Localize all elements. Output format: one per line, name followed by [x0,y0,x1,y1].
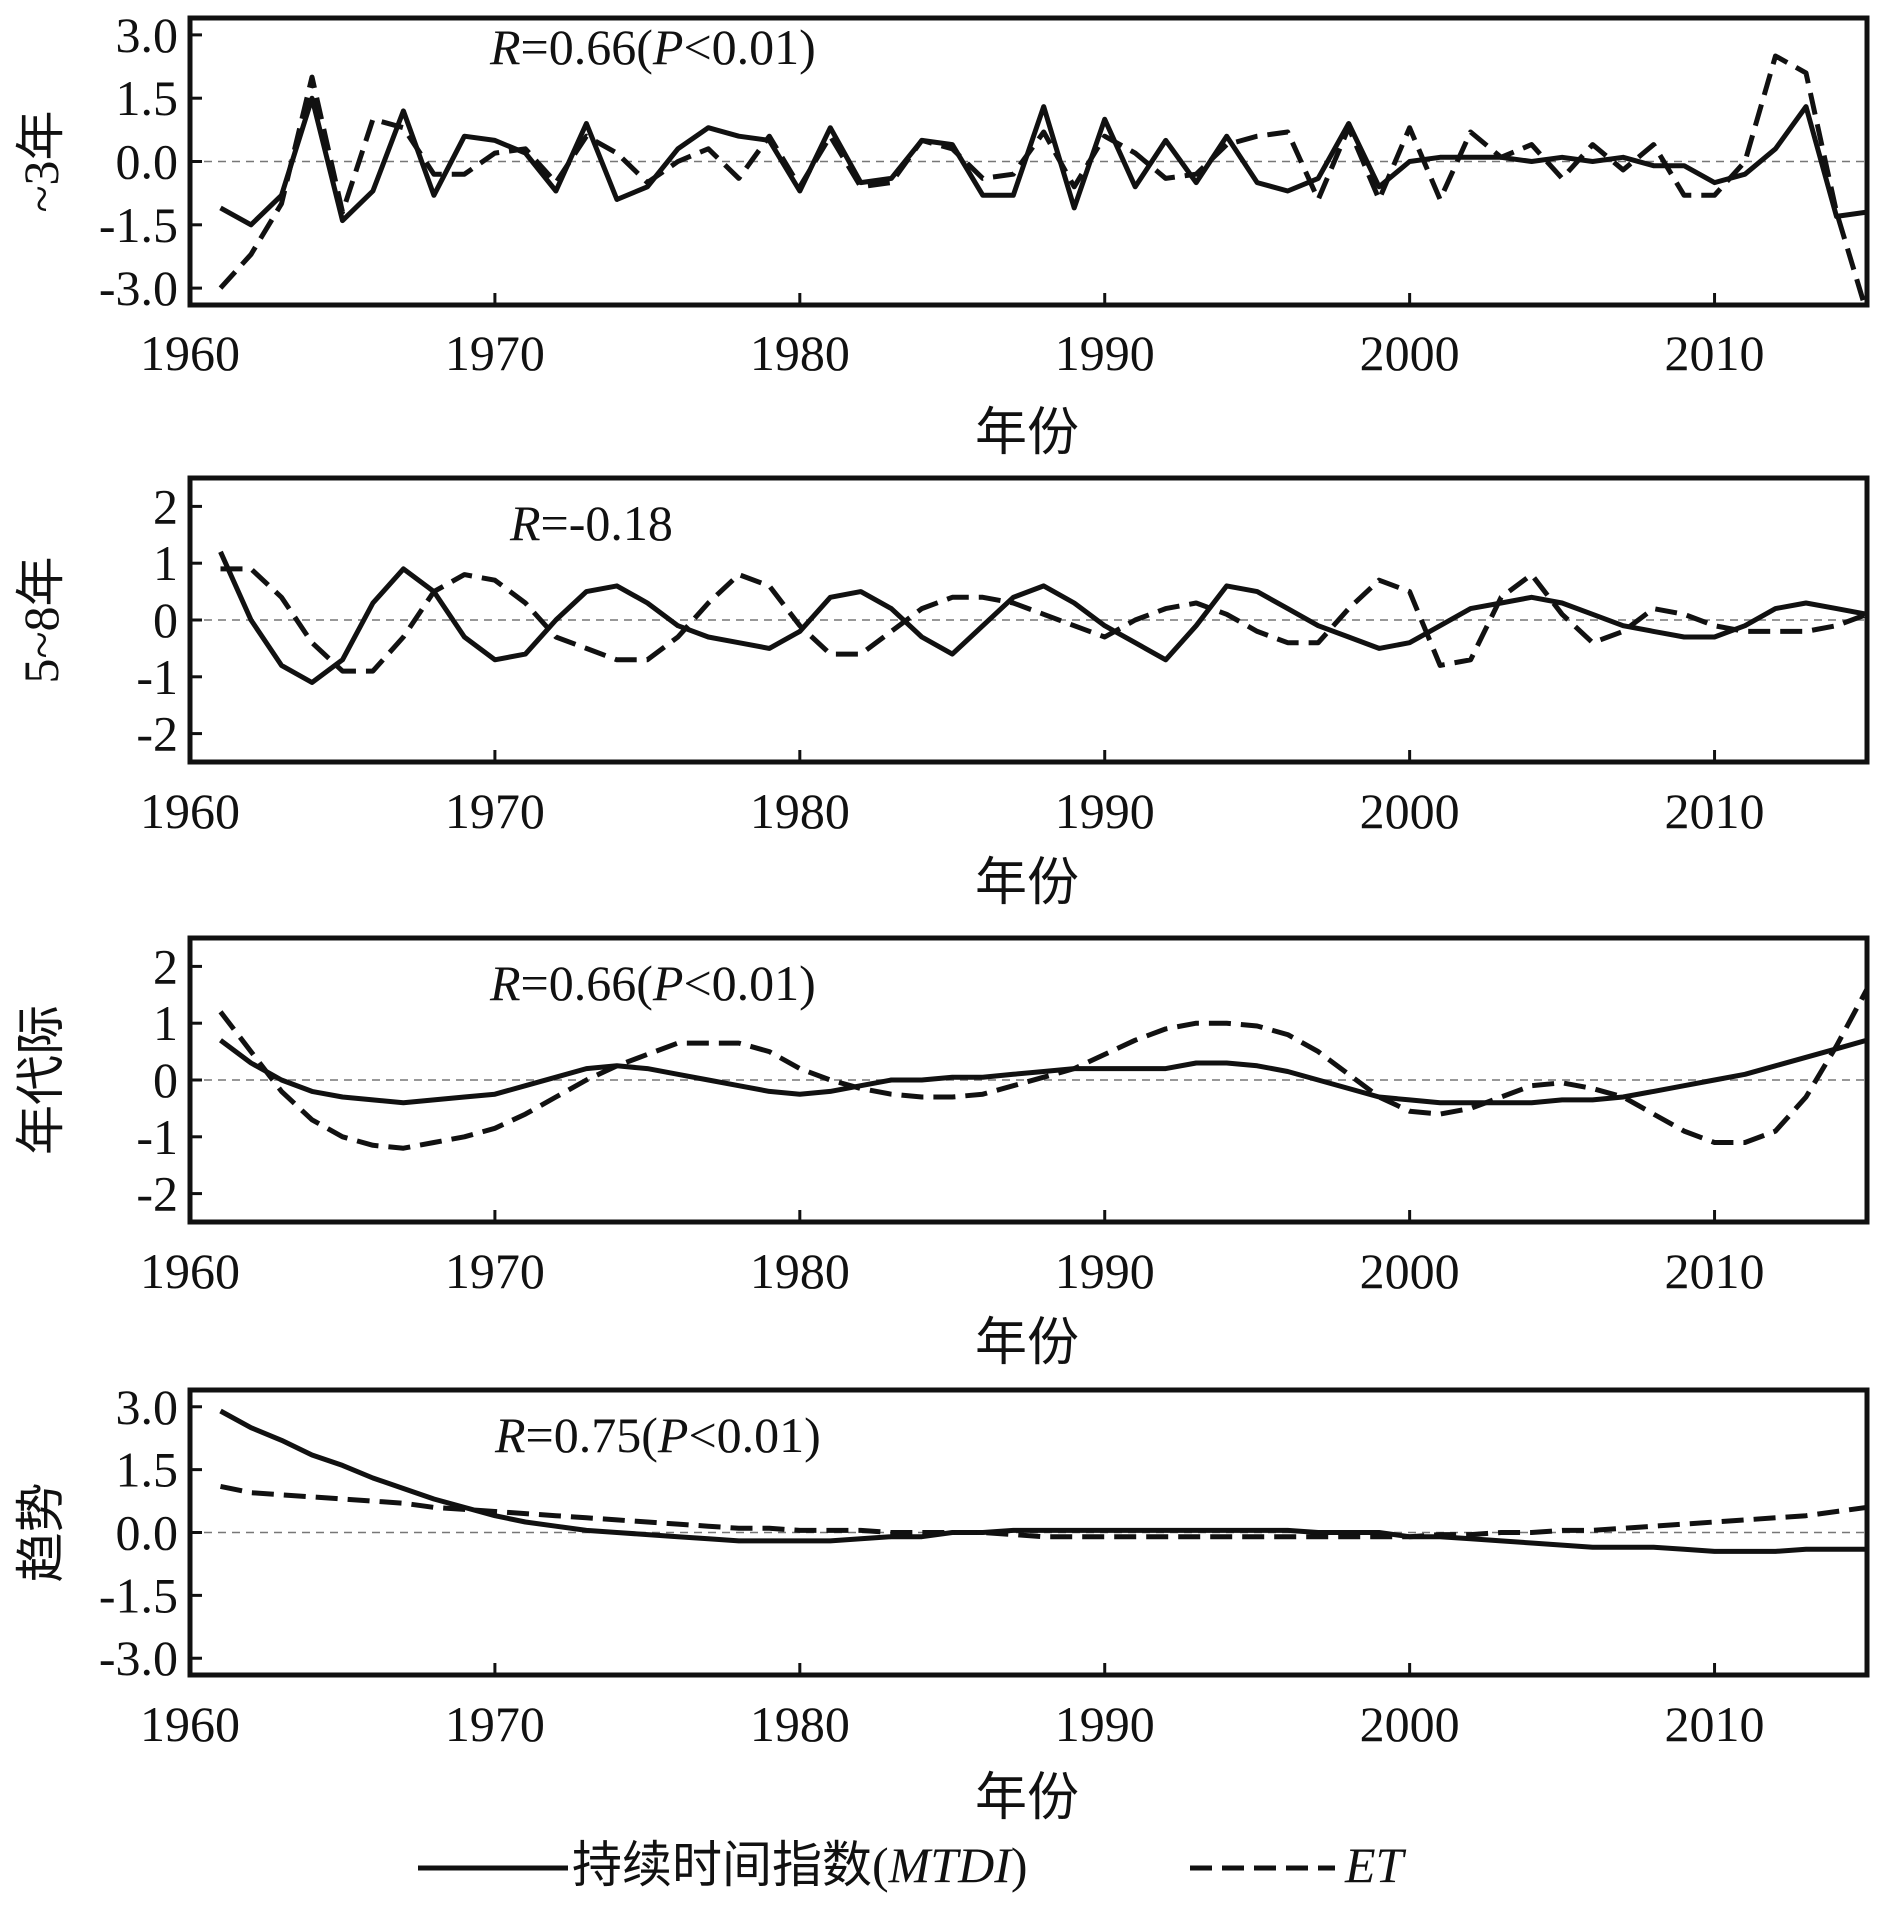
plot-frame [187,1387,1870,1678]
panel-4: 3.0 1.5 0.0 -1.5 -3.0 1960 1970 1980 1990 2000 201… [13,1379,1870,1827]
series-mtdi-line [219,1037,1867,1106]
series-mtdi-line [219,1408,1867,1554]
x-tick-label: 1980 [750,1243,850,1299]
x-tick-label: 1970 [445,783,545,839]
panel-3: 210-1-2 1960 1970 1980 1990 2000 2010 R=0.66(P<… [13,935,1870,1372]
x-tick-label: 2010 [1665,1696,1765,1752]
x-axis-label: 年份 [975,1770,1079,1827]
x-tick-label: 1980 [750,783,850,839]
x-tick-label: 1960 [140,1696,240,1752]
x-tick-label: 1980 [750,325,850,381]
y-axis-label: 年代际 [13,1005,69,1155]
y-tick-label: 0.0 [116,134,179,190]
x-tick-label: 2000 [1360,1243,1460,1299]
x-tick-label: 2000 [1360,783,1460,839]
legend-label-mtdi: 持续时间指数(MTDI) [572,1837,1028,1893]
panel-2: 210-1-2 1960 1970 1980 1990 2000 2010 R=-0.18 5~… [13,475,1870,912]
y-axis-label: 5~8年 [13,556,69,683]
y-tick-label: 0 [153,592,178,648]
y-axis-label: ~3年 [13,110,69,212]
x-tick-label: 1970 [445,1696,545,1752]
y-tick-label: -3.0 [99,260,178,316]
series-mtdi-line [219,95,1867,228]
series-et-line [218,987,1867,1151]
x-axis-label: 年份 [975,405,1079,462]
series-et-line [219,1483,1867,1540]
y-axis-label: 趋势 [13,1483,69,1583]
x-tick-label: 1990 [1055,783,1155,839]
series-et-line [218,53,1867,305]
y-tick-label: -1.5 [99,1567,178,1623]
y-tick-label: 0 [153,1052,178,1108]
legend: 持续时间指数(MTDI) ET [418,1837,1407,1893]
y-tick-label: -1 [136,649,178,705]
y-tick-label: 1.5 [116,1442,179,1498]
x-tick-label: 1990 [1055,1696,1155,1752]
y-tick-label: -3.0 [99,1630,178,1686]
x-tick-label: 2010 [1665,783,1765,839]
y-tick-label: 3.0 [116,7,179,63]
y-tick-label: -2 [136,706,178,762]
correlation-annotation: R=0.75(P<0.01) [494,1407,821,1463]
plot-frame [187,15,1870,308]
x-tick-label: 1960 [140,325,240,381]
plot-frame [187,475,1870,765]
correlation-annotation: R=-0.18 [509,495,673,551]
x-tick-label: 1970 [445,1243,545,1299]
x-tick-label: 1990 [1055,325,1155,381]
x-tick-label: 1990 [1055,1243,1155,1299]
x-tick-label: 2010 [1665,325,1765,381]
legend-label-et: ET [1344,1837,1407,1893]
x-tick-label: 1960 [140,783,240,839]
y-tick-label: -1 [136,1109,178,1165]
correlation-annotation: R=0.66(P<0.01) [489,955,816,1011]
y-tick-label: -1.5 [99,197,178,253]
panel-1: 3.0 1.5 0.0 -1.5 -3.0 1960 1970 1980 1990 2000 201… [13,7,1870,462]
x-axis-label: 年份 [975,1315,1079,1372]
y-tick-label: -2 [136,1166,178,1222]
x-tick-label: 1970 [445,325,545,381]
y-tick-label: 1 [153,535,178,591]
y-tick-label: 2 [153,478,178,534]
x-tick-label: 1980 [750,1696,850,1752]
y-tick-label: 0.0 [116,1505,179,1561]
x-tick-label: 2010 [1665,1243,1765,1299]
x-axis-label: 年份 [975,855,1079,912]
series-et-line [220,566,1867,674]
y-tick-label: 2 [153,938,178,994]
plot-frame [187,935,1870,1225]
series-mtdi-line [218,550,1867,685]
y-tick-label: 1 [153,995,178,1051]
x-tick-label: 2000 [1360,325,1460,381]
correlation-annotation: R=0.66(P<0.01) [489,19,816,75]
y-tick-label: 3.0 [116,1379,179,1435]
x-tick-label: 2000 [1360,1696,1460,1752]
y-tick-label: 1.5 [116,70,179,126]
x-tick-label: 1960 [140,1243,240,1299]
